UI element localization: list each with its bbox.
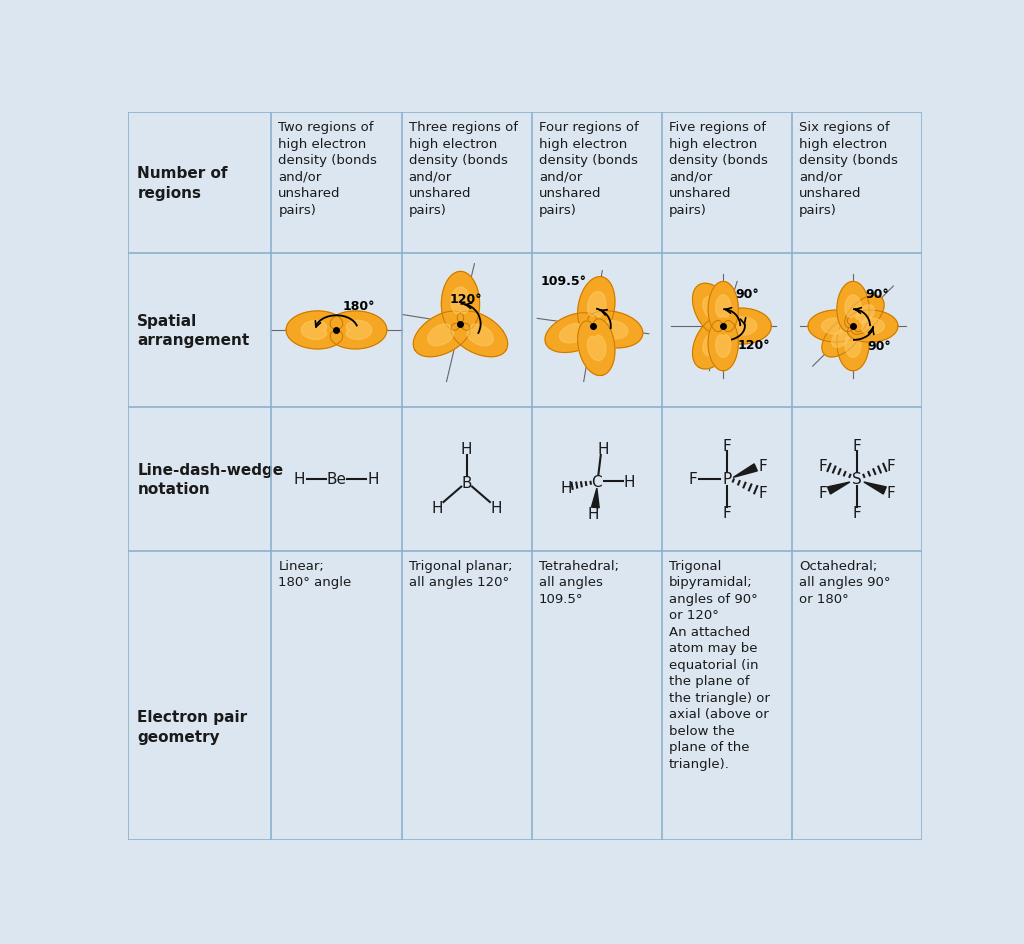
Text: H: H (368, 472, 380, 487)
Text: S: S (852, 472, 862, 487)
Polygon shape (451, 312, 508, 358)
Text: F: F (688, 472, 697, 487)
Polygon shape (862, 319, 885, 335)
Text: P: P (723, 472, 732, 487)
Polygon shape (709, 321, 738, 371)
Polygon shape (692, 284, 735, 336)
Text: F: F (759, 458, 767, 473)
Polygon shape (733, 464, 758, 478)
Text: B: B (462, 476, 472, 491)
Polygon shape (286, 312, 343, 349)
Text: Six regions of
high electron
density (bonds
and/or
unshared
pairs): Six regions of high electron density (bo… (799, 121, 898, 216)
Polygon shape (808, 311, 859, 343)
Text: Two regions of
high electron
density (bonds
and/or
unshared
pairs): Two regions of high electron density (bo… (279, 121, 377, 216)
Polygon shape (827, 482, 850, 495)
Polygon shape (732, 318, 757, 336)
Text: Tetrahedral;
all angles
109.5°: Tetrahedral; all angles 109.5° (539, 560, 618, 605)
Text: Trigonal
bipyramidal;
angles of 90°
or 120°
An attached
atom may be
equatorial (: Trigonal bipyramidal; angles of 90° or 1… (669, 560, 770, 770)
Polygon shape (428, 325, 454, 346)
Text: H: H (624, 474, 635, 489)
Text: H: H (560, 480, 571, 496)
Text: F: F (887, 458, 895, 473)
Polygon shape (831, 329, 850, 348)
Text: F: F (887, 486, 895, 500)
Text: 109.5°: 109.5° (541, 275, 587, 287)
Text: H: H (490, 500, 502, 515)
Text: Four regions of
high electron
density (bonds
and/or
unshared
pairs): Four regions of high electron density (b… (539, 121, 639, 216)
Text: 180°: 180° (343, 300, 375, 312)
Polygon shape (330, 312, 387, 349)
Polygon shape (864, 482, 886, 495)
Text: 90°: 90° (735, 288, 760, 300)
Text: F: F (853, 438, 861, 453)
Text: H: H (461, 442, 472, 457)
Text: Trigonal planar;
all angles 120°: Trigonal planar; all angles 120° (409, 560, 512, 589)
Polygon shape (451, 288, 470, 314)
Polygon shape (559, 325, 585, 344)
Text: H: H (587, 507, 599, 521)
Polygon shape (716, 295, 731, 318)
Polygon shape (467, 325, 494, 346)
Text: H: H (431, 500, 443, 515)
Text: Linear;
180° angle: Linear; 180° angle (279, 560, 351, 589)
Polygon shape (845, 295, 884, 335)
Text: F: F (853, 506, 861, 521)
Polygon shape (588, 336, 606, 362)
Text: 120°: 120° (737, 338, 770, 351)
Polygon shape (848, 311, 898, 343)
Text: F: F (723, 506, 731, 521)
Text: Five regions of
high electron
density (bonds
and/or
unshared
pairs): Five regions of high electron density (b… (669, 121, 768, 216)
Polygon shape (602, 321, 628, 340)
Polygon shape (578, 319, 615, 376)
Polygon shape (709, 282, 738, 332)
Polygon shape (301, 321, 327, 340)
Text: H: H (597, 442, 609, 457)
Polygon shape (578, 278, 615, 334)
Polygon shape (716, 335, 731, 358)
Text: Line-dash-wedge
notation: Line-dash-wedge notation (137, 462, 284, 497)
Polygon shape (441, 272, 479, 331)
Polygon shape (856, 306, 874, 324)
Text: H: H (294, 472, 305, 487)
Text: F: F (818, 486, 827, 500)
Polygon shape (692, 318, 735, 369)
Text: 90°: 90° (865, 288, 889, 300)
Text: Octahedral;
all angles 90°
or 180°: Octahedral; all angles 90° or 180° (799, 560, 891, 605)
Polygon shape (414, 312, 470, 358)
Polygon shape (821, 319, 845, 335)
Polygon shape (717, 309, 771, 345)
Text: 120°: 120° (450, 293, 482, 306)
Polygon shape (545, 313, 601, 353)
Polygon shape (845, 335, 861, 358)
Polygon shape (346, 321, 372, 340)
Polygon shape (822, 318, 861, 358)
Text: 90°: 90° (867, 340, 891, 353)
Polygon shape (702, 333, 723, 357)
Text: F: F (723, 438, 731, 453)
Text: Spatial
arrangement: Spatial arrangement (137, 313, 250, 348)
Text: Be: Be (327, 472, 346, 487)
Text: Number of
regions: Number of regions (137, 166, 227, 201)
Polygon shape (845, 295, 861, 318)
Text: Electron pair
geometry: Electron pair geometry (137, 709, 248, 744)
Text: Three regions of
high electron
density (bonds
and/or
unshared
pairs): Three regions of high electron density (… (409, 121, 517, 216)
Polygon shape (702, 297, 723, 321)
Text: F: F (818, 458, 827, 473)
Polygon shape (837, 282, 869, 332)
Polygon shape (588, 293, 606, 318)
Polygon shape (586, 312, 643, 348)
Text: C: C (592, 474, 602, 489)
Polygon shape (837, 321, 869, 371)
Text: F: F (759, 486, 767, 500)
Polygon shape (592, 489, 599, 508)
